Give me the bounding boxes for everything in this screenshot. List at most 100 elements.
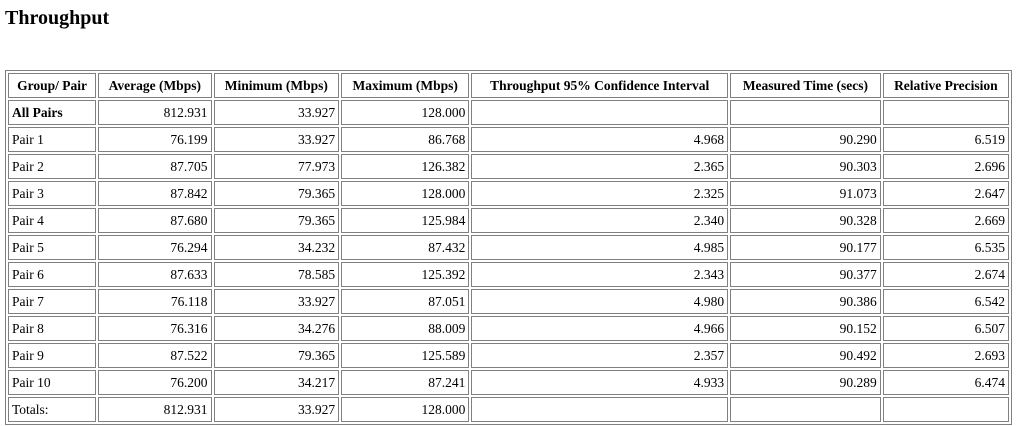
- header-row: Group/ Pair Average (Mbps) Minimum (Mbps) M…: [8, 73, 1009, 98]
- cell: 76.200: [98, 370, 212, 395]
- cell: 6.535: [882, 235, 1009, 260]
- column-header: Measured Time (secs): [730, 73, 881, 98]
- cell: 2.325: [471, 181, 729, 206]
- cell: 128.000: [341, 397, 470, 422]
- cell: 6.519: [882, 127, 1009, 152]
- table-row: Pair 10 76.200 34.217 87.241 4.933 90.289 6.47…: [8, 370, 1009, 395]
- cell: 76.118: [98, 289, 212, 314]
- cell: 87.633: [98, 262, 212, 287]
- table-row: All Pairs 812.931 33.927 128.000: [8, 100, 1009, 125]
- table-row: Pair 2 87.705 77.973 126.382 2.365 90.303 2.69…: [8, 154, 1009, 179]
- table-row: Totals: 812.931 33.927 128.000: [8, 397, 1009, 422]
- cell: 2.669: [882, 208, 1009, 233]
- cell: 6.474: [882, 370, 1009, 395]
- cell: 126.382: [341, 154, 470, 179]
- table-row: Pair 9 87.522 79.365 125.589 2.357 90.492 2.69…: [8, 343, 1009, 368]
- empty-cell: [730, 100, 881, 125]
- cell: 2.693: [882, 343, 1009, 368]
- table-row: Pair 1 76.199 33.927 86.768 4.968 90.290 6.519: [8, 127, 1009, 152]
- cell: 2.365: [471, 154, 729, 179]
- cell: 87.705: [98, 154, 212, 179]
- cell: 125.392: [341, 262, 470, 287]
- cell: 90.289: [730, 370, 881, 395]
- table-row: Pair 5 76.294 34.232 87.432 4.985 90.177 6.535: [8, 235, 1009, 260]
- empty-cell: [882, 397, 1009, 422]
- row-label: Pair 5: [8, 235, 97, 260]
- row-label: Pair 4: [8, 208, 97, 233]
- cell: 812.931: [98, 100, 212, 125]
- cell: 128.000: [341, 181, 470, 206]
- cell: 2.647: [882, 181, 1009, 206]
- table-body: All Pairs 812.931 33.927 128.000 Pair 1 76.19…: [8, 100, 1009, 422]
- cell: 76.199: [98, 127, 212, 152]
- cell: 79.365: [213, 208, 340, 233]
- cell: 34.232: [213, 235, 340, 260]
- cell: 78.585: [213, 262, 340, 287]
- cell: 77.973: [213, 154, 340, 179]
- row-label: Pair 3: [8, 181, 97, 206]
- cell: 90.177: [730, 235, 881, 260]
- table-row: Pair 8 76.316 34.276 88.009 4.966 90.152 6.507: [8, 316, 1009, 341]
- cell: 76.294: [98, 235, 212, 260]
- row-label: Pair 9: [8, 343, 97, 368]
- row-label: Pair 7: [8, 289, 97, 314]
- table-row: Pair 7 76.118 33.927 87.051 4.980 90.386 6.542: [8, 289, 1009, 314]
- cell: 90.492: [730, 343, 881, 368]
- cell: 4.980: [471, 289, 729, 314]
- cell: 87.680: [98, 208, 212, 233]
- empty-cell: [471, 397, 729, 422]
- cell: 4.966: [471, 316, 729, 341]
- cell: 91.073: [730, 181, 881, 206]
- cell: 4.985: [471, 235, 729, 260]
- empty-cell: [471, 100, 729, 125]
- cell: 33.927: [213, 397, 340, 422]
- row-label: All Pairs: [8, 100, 97, 125]
- cell: 2.340: [471, 208, 729, 233]
- cell: 2.696: [882, 154, 1009, 179]
- cell: 90.328: [730, 208, 881, 233]
- column-header: Average (Mbps): [98, 73, 212, 98]
- empty-cell: [882, 100, 1009, 125]
- row-label: Pair 6: [8, 262, 97, 287]
- column-header: Group/ Pair: [8, 73, 97, 98]
- cell: 88.009: [341, 316, 470, 341]
- cell: 87.522: [98, 343, 212, 368]
- cell: 86.768: [341, 127, 470, 152]
- column-header: Minimum (Mbps): [213, 73, 340, 98]
- cell: 90.377: [730, 262, 881, 287]
- cell: 33.927: [213, 100, 340, 125]
- cell: 33.927: [213, 289, 340, 314]
- table-row: Pair 3 87.842 79.365 128.000 2.325 91.073 2.64…: [8, 181, 1009, 206]
- cell: 2.674: [882, 262, 1009, 287]
- cell: 128.000: [341, 100, 470, 125]
- cell: 33.927: [213, 127, 340, 152]
- cell: 34.217: [213, 370, 340, 395]
- cell: 90.303: [730, 154, 881, 179]
- cell: 4.933: [471, 370, 729, 395]
- cell: 90.152: [730, 316, 881, 341]
- cell: 76.316: [98, 316, 212, 341]
- row-label: Totals:: [8, 397, 97, 422]
- column-header: Relative Precision: [882, 73, 1009, 98]
- cell: 87.842: [98, 181, 212, 206]
- page-title: Throughput: [5, 7, 110, 29]
- cell: 87.051: [341, 289, 470, 314]
- cell: 90.386: [730, 289, 881, 314]
- cell: 87.432: [341, 235, 470, 260]
- column-header: Throughput 95% Confidence Interval: [471, 73, 729, 98]
- cell: 6.542: [882, 289, 1009, 314]
- row-label: Pair 10: [8, 370, 97, 395]
- throughput-table: Group/ Pair Average (Mbps) Minimum (Mbps) M…: [5, 70, 1012, 425]
- row-label: Pair 8: [8, 316, 97, 341]
- cell: 812.931: [98, 397, 212, 422]
- cell: 6.507: [882, 316, 1009, 341]
- cell: 2.343: [471, 262, 729, 287]
- cell: 125.984: [341, 208, 470, 233]
- cell: 87.241: [341, 370, 470, 395]
- cell: 79.365: [213, 181, 340, 206]
- table-head: Group/ Pair Average (Mbps) Minimum (Mbps) M…: [8, 73, 1009, 98]
- cell: 4.968: [471, 127, 729, 152]
- table-row: Pair 6 87.633 78.585 125.392 2.343 90.377 2.67…: [8, 262, 1009, 287]
- cell: 79.365: [213, 343, 340, 368]
